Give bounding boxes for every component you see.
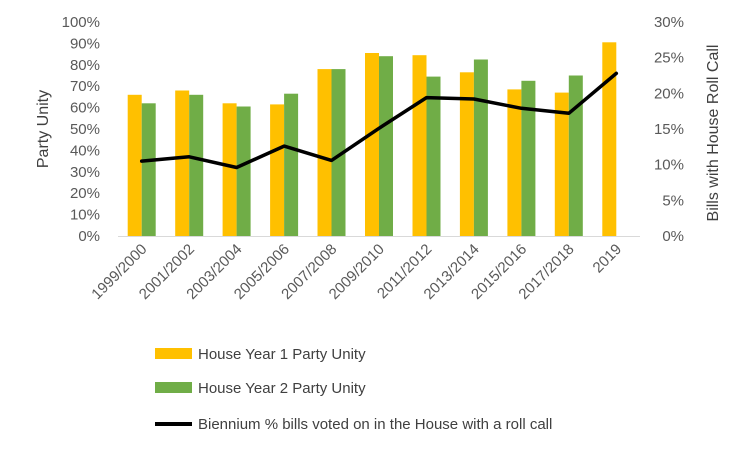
y2-tick-label: 0% [662, 228, 684, 245]
y2-tick-label: 20% [654, 85, 684, 102]
y-tick-label: 100% [62, 14, 100, 31]
bar-series2-0 [141, 103, 156, 236]
y-tick-label: 20% [70, 185, 100, 202]
bar-series1-6 [412, 55, 427, 237]
y-tick-label: 40% [70, 142, 100, 159]
y2-tick-label: 25% [654, 50, 684, 67]
bar-series1-4 [317, 69, 332, 236]
y2-axis-title: Bills with House Roll Call [705, 45, 722, 222]
y-tick-label: 90% [70, 35, 100, 52]
y-tick-label: 50% [70, 121, 100, 138]
bar-series2-4 [331, 69, 346, 236]
bar-series2-9 [568, 75, 583, 236]
y2-tick-label: 30% [654, 14, 684, 31]
y2-tick-label: 10% [654, 157, 684, 174]
bar-series1-9 [554, 92, 569, 236]
legend-swatch-2 [155, 382, 192, 393]
y-tick-label: 60% [70, 100, 100, 117]
y2-tick-label: 15% [654, 121, 684, 138]
bar-series1-7 [459, 72, 474, 236]
bar-series1-2 [222, 103, 237, 236]
bar-series2-5 [379, 56, 393, 237]
y-tick-label: 80% [70, 57, 100, 74]
legend-swatch-1 [155, 348, 192, 359]
bar-series1-0 [127, 94, 142, 236]
bar-series1-1 [175, 90, 190, 236]
bar-series2-6 [426, 76, 441, 236]
x-tick-label: 2019 [590, 241, 626, 277]
y-tick-label: 70% [70, 78, 100, 95]
legend-label-3: Biennium % bills voted on in the House w… [198, 416, 552, 433]
bar-series2-8 [521, 80, 536, 236]
legend-label-2: House Year 2 Party Unity [198, 380, 366, 397]
bar-series1-10 [602, 42, 617, 236]
bar-series2-3 [284, 93, 299, 236]
y2-tick-label: 5% [662, 192, 684, 209]
bar-series2-2 [236, 106, 251, 236]
legend: House Year 1 Party Unity House Year 2 Par… [155, 346, 552, 433]
legend-label-1: House Year 1 Party Unity [198, 346, 366, 363]
bar-series2-1 [189, 94, 204, 236]
y-tick-label: 0% [78, 228, 100, 245]
y-axis-title: Party Unity [35, 90, 52, 168]
bar-series1-5 [365, 53, 379, 236]
bar-series2-7 [473, 59, 488, 236]
y-tick-label: 30% [70, 164, 100, 181]
bar-series1-3 [270, 104, 285, 237]
bar-series1-8 [507, 89, 522, 237]
y-tick-label: 10% [70, 207, 100, 224]
